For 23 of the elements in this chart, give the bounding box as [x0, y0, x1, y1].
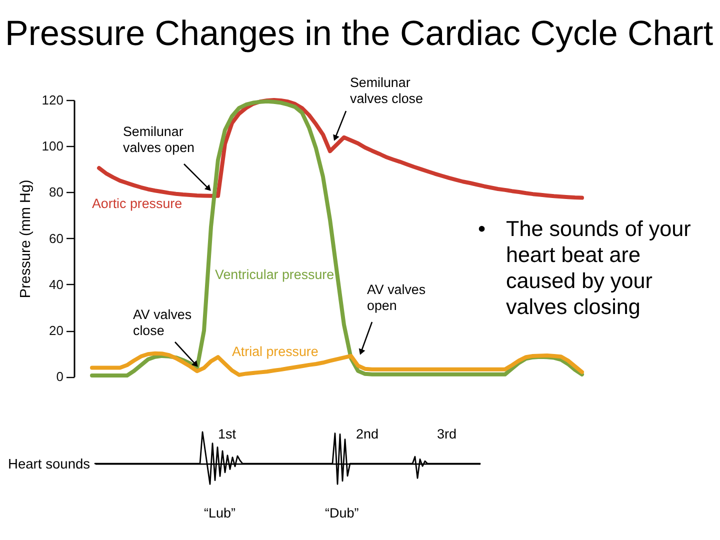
y-axis-title: Heart sounds	[8, 456, 90, 472]
y-tick-label: 100	[42, 138, 64, 154]
y-tick-label: 20	[49, 323, 64, 338]
annotation: 2nd	[356, 426, 379, 442]
series-label: Ventricular pressure	[215, 267, 334, 282]
annotation: Semilunar valves close	[350, 75, 423, 106]
chart-title: Pressure Changes in the Cardiac Cycle Chart	[5, 14, 714, 53]
series-label: Atrial pressure	[232, 344, 318, 359]
y-tick-label: 80	[49, 184, 64, 200]
annotation: 1st	[218, 426, 236, 442]
y-tick-label: 40	[49, 276, 64, 292]
series-label: Aortic pressure	[92, 196, 182, 211]
y-tick-label: 0	[56, 369, 64, 384]
annotation: 3rd	[437, 426, 457, 442]
text: “Lub”	[204, 505, 236, 520]
text: “Dub”	[325, 505, 359, 520]
y-tick-label: 120	[42, 92, 64, 108]
annotation: AV valves open	[367, 282, 426, 313]
y-axis-title: Pressure (mm Hg)	[18, 180, 34, 298]
annotation: Semilunar valves open	[123, 124, 194, 155]
annotation: AV valves close	[133, 307, 192, 338]
annotation: • The sounds of your heart beat are caused by your valves closing	[478, 216, 691, 319]
y-tick-label: 60	[49, 230, 64, 246]
